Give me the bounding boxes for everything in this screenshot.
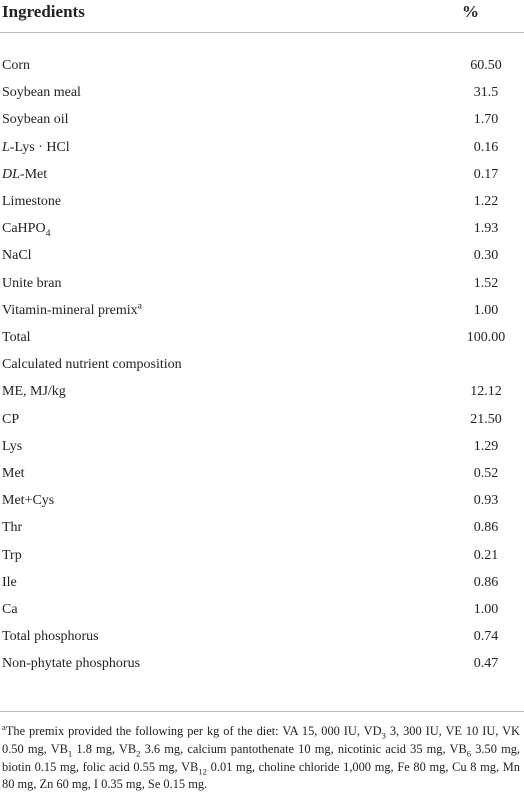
row-label: ME, MJ/kg [2, 384, 66, 400]
text-segment: 1 [67, 748, 73, 759]
row-value: 60.50 [470, 58, 502, 73]
text-segment: a [2, 723, 6, 732]
text-segment: L [2, 139, 10, 155]
text-segment: DL [2, 166, 20, 182]
row-label: Total [2, 330, 31, 345]
row-label: Calculated nutrient composition [2, 357, 182, 373]
row-label: Corn [2, 58, 30, 73]
row-label: CaHPO4 [2, 220, 50, 238]
row-value: 1.93 [473, 221, 499, 237]
row-value: 1.52 [473, 275, 499, 291]
text-segment: 12 [198, 766, 207, 777]
row-label: Non-phytate phosphorus [2, 656, 141, 672]
row-label: Soybean oil [2, 112, 69, 128]
row-value: 31.5 [473, 85, 499, 101]
row-label: L-Lys · HCl [2, 139, 70, 157]
text-segment: 6 [466, 748, 472, 759]
text-segment: 2 [136, 748, 141, 759]
text-segment: CaHPO [2, 221, 46, 237]
text-segment: 0.01 mg, choline chloride 1,000 mg, Fe 8… [2, 759, 520, 792]
row-label: Ile [2, 574, 17, 590]
row-label: Ca [2, 602, 18, 617]
text-segment: 1.8 mg, VB [72, 741, 137, 756]
row-label: Thr [2, 520, 23, 536]
header-rule [0, 32, 524, 33]
text-segment: The premix provided the following per kg… [5, 724, 382, 738]
row-value: 21.50 [470, 411, 502, 427]
text-segment: -Met [19, 166, 48, 182]
text-segment: Vitamin-mineral premix [2, 302, 138, 318]
text-segment: 4 [45, 227, 51, 239]
row-label: CP [2, 411, 20, 427]
bottom-rule [0, 711, 524, 712]
row-value: 0.47 [473, 656, 499, 672]
row-label: Unite bran [2, 275, 62, 291]
row-value: 1.00 [473, 602, 499, 617]
row-label: Met+Cys [2, 493, 55, 509]
text-segment: 3 [381, 730, 386, 741]
row-value: 1.22 [473, 194, 499, 209]
row-label: Vitamin-mineral premixa [2, 300, 142, 320]
text-segment: 3, 300 IU, VE 10 IU, VK 0.50 mg, VB [2, 724, 520, 756]
row-value: 0.21 [473, 547, 499, 563]
row-value: 0.17 [473, 166, 499, 182]
text-segment: 3.50 mg, biotin 0.15 mg, folic acid 0.55… [2, 741, 520, 774]
row-label: DL-Met [2, 166, 47, 184]
row-label: NaCl [2, 248, 32, 264]
row-value: 0.93 [473, 493, 499, 509]
header-ingredients: Ingredients [2, 2, 85, 21]
text-segment: a [137, 300, 142, 312]
text-segment: 3.6 mg, calcium pantothenate 10 mg, nico… [140, 741, 467, 756]
row-value: 100.00 [466, 330, 506, 345]
row-value: 12.12 [470, 384, 502, 400]
row-value: 0.86 [473, 520, 499, 536]
row-label: Met [2, 466, 25, 481]
row-label: Limestone [2, 194, 62, 209]
row-label: Soybean meal [2, 85, 81, 101]
row-value: 0.30 [473, 248, 499, 264]
row-value: 1.29 [473, 438, 499, 454]
row-value: 0.16 [473, 139, 499, 155]
row-label: Trp [2, 547, 22, 563]
row-value: 0.74 [473, 629, 499, 645]
row-value: 1.70 [473, 112, 499, 128]
row-value: 0.86 [473, 574, 499, 590]
row-label: Lys [2, 438, 23, 454]
footnote: aThe premix provided the following per k… [2, 723, 520, 807]
row-value: 0.52 [473, 466, 499, 481]
header-percent: % [462, 2, 479, 21]
row-value: 1.00 [473, 302, 499, 318]
text-segment: -Lys · HCl [9, 139, 70, 155]
row-label: Total phosphorus [2, 629, 99, 645]
